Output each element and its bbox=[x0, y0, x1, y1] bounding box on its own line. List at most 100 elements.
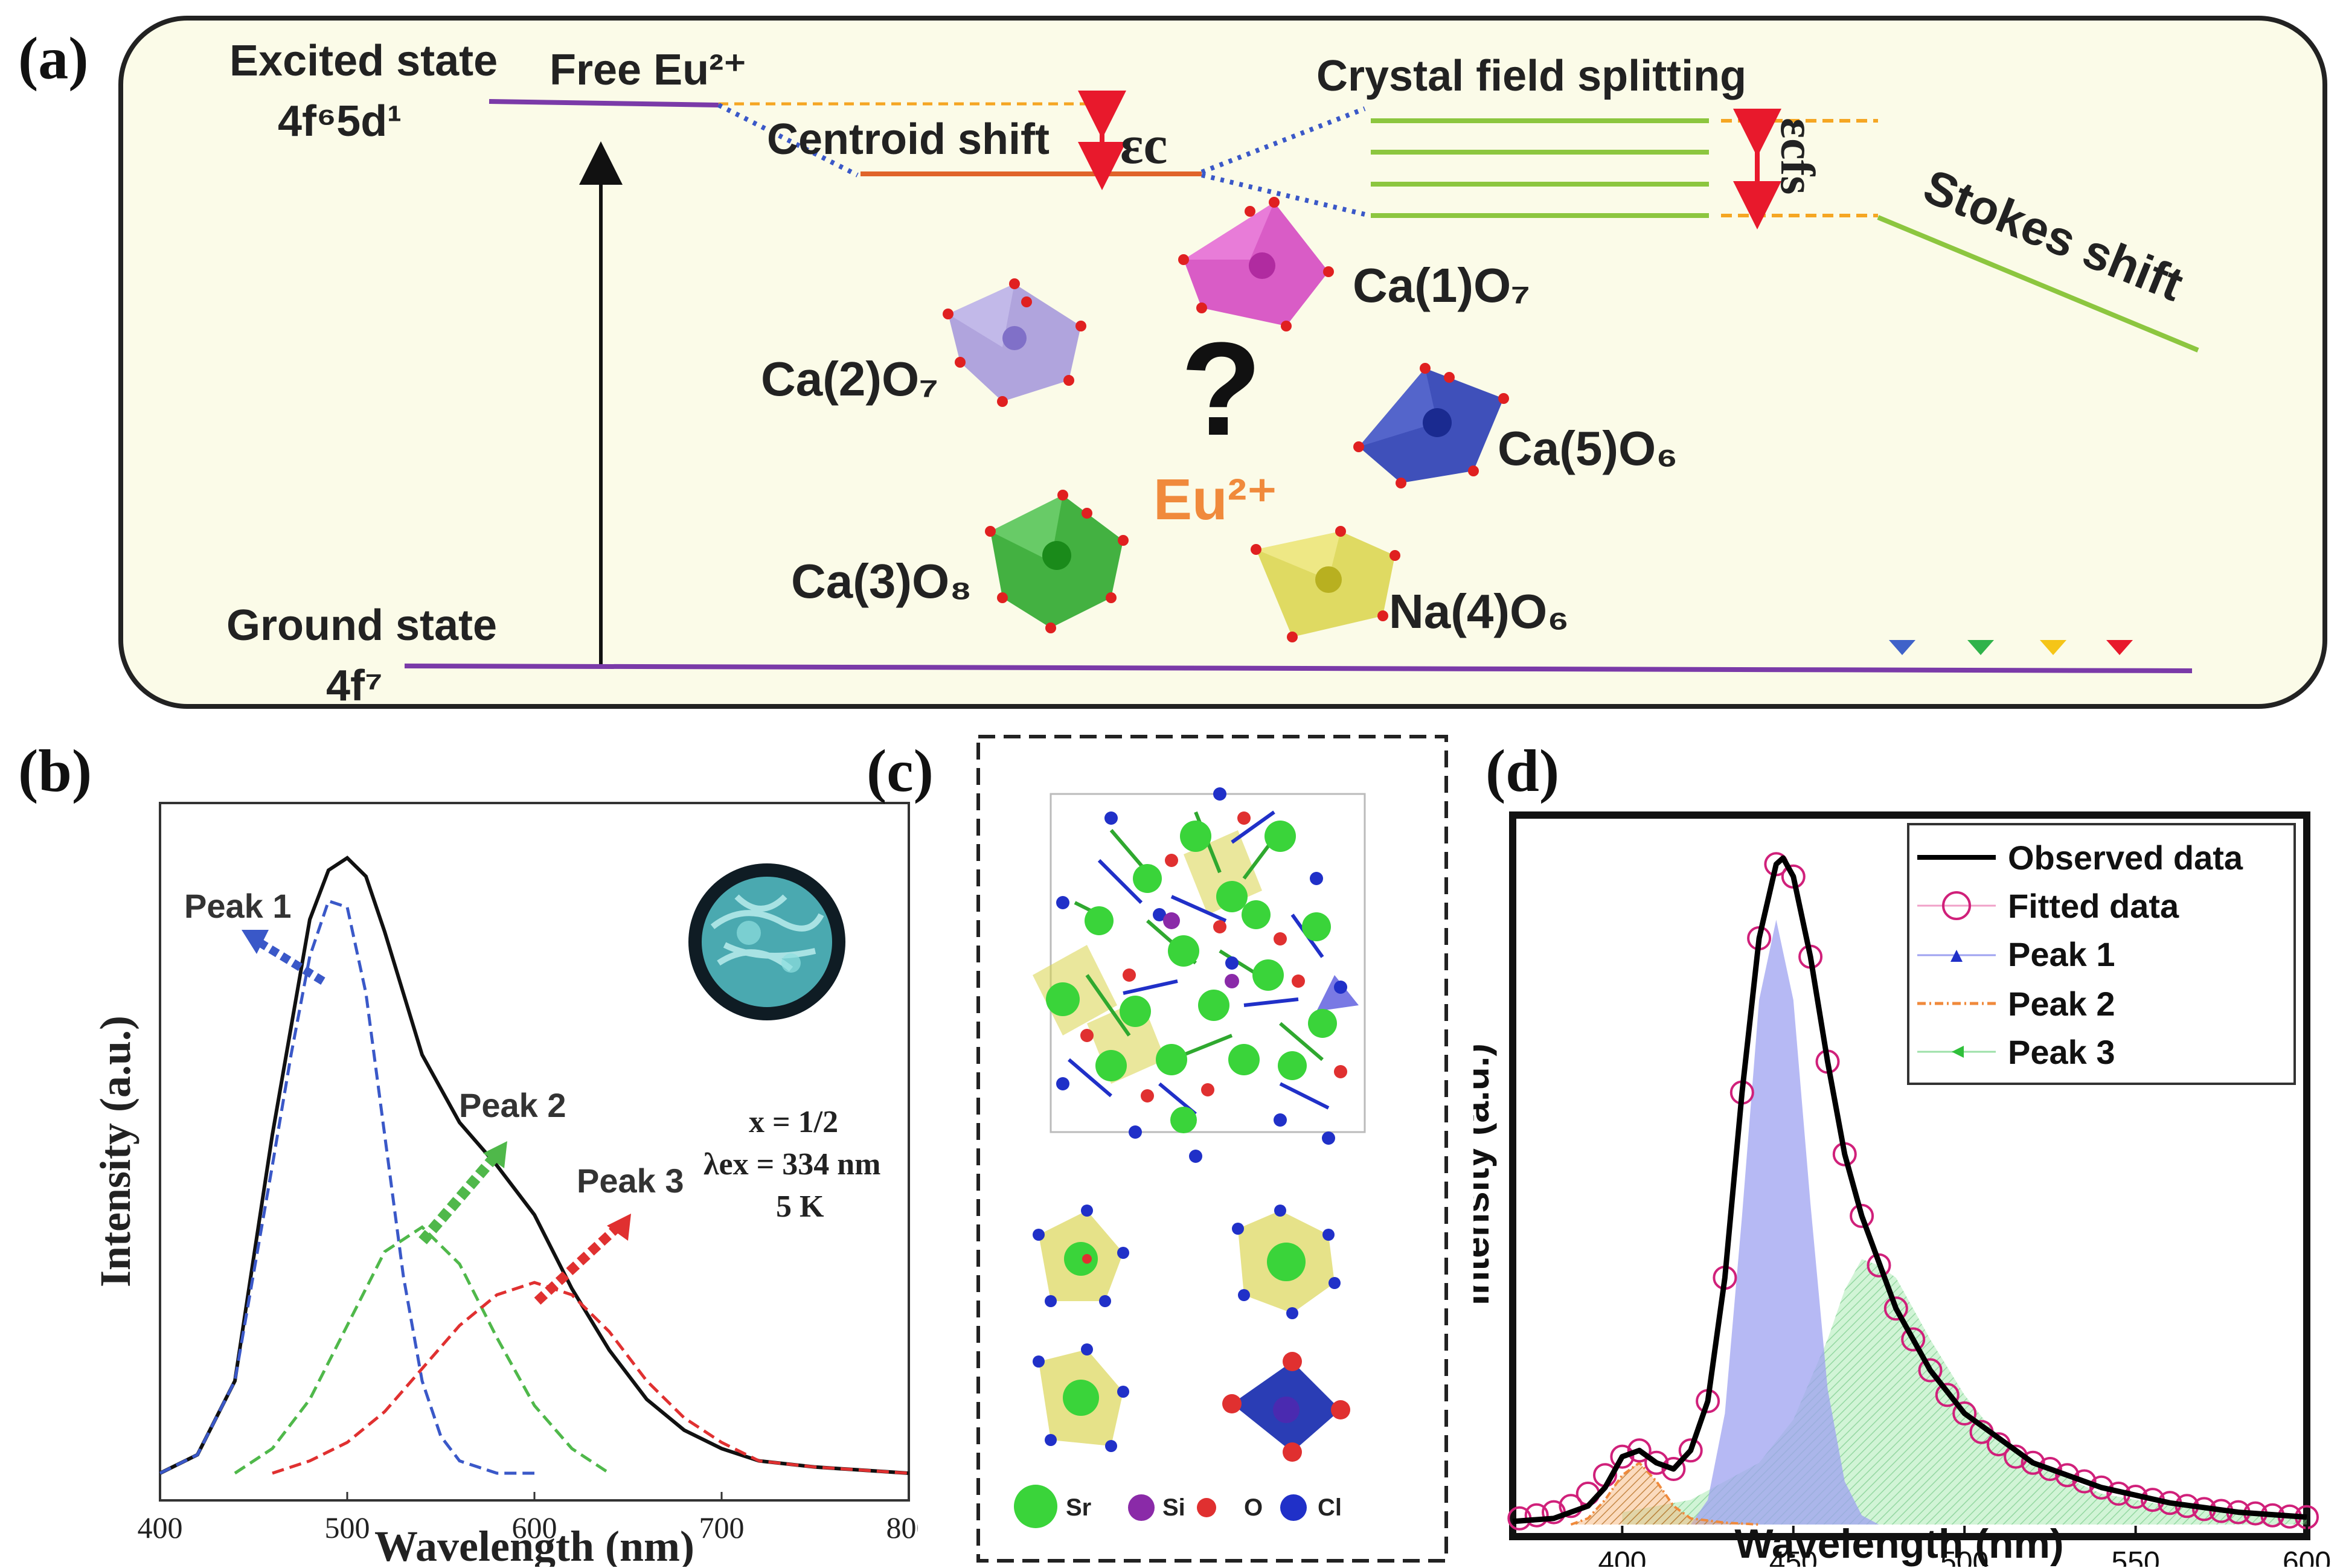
epsilon-c-label: εc bbox=[1120, 115, 1167, 175]
peak1-arrowhead bbox=[242, 930, 269, 954]
legend-fitted-swatch bbox=[1942, 891, 1971, 920]
d-fitted-point bbox=[1952, 1401, 1977, 1426]
legend-peak1-swatch bbox=[1950, 950, 1963, 962]
d-series-peak-2-line bbox=[1570, 1461, 1760, 1526]
d-series-observed bbox=[1512, 855, 2307, 1525]
d-fitted-point bbox=[1661, 1457, 1686, 1481]
legend-sr-label: Sr bbox=[1066, 1494, 1091, 1521]
b-series-peak-2 bbox=[234, 1225, 611, 1475]
d-fitted-point bbox=[1901, 1327, 1926, 1352]
na4-polyhedron-icon bbox=[1251, 526, 1400, 642]
panel-c-label: (c) bbox=[867, 737, 934, 804]
ca5-polyhedron-icon bbox=[1353, 363, 1509, 488]
panel-a-diagram: (a) Excited state 4f⁶5d¹ Free Eu²⁺ Centr… bbox=[18, 16, 2327, 710]
eu-label: Eu²⁺ bbox=[1153, 467, 1277, 532]
legend-sr-icon bbox=[1014, 1485, 1057, 1528]
legend-cl-icon bbox=[1280, 1494, 1307, 1521]
d-fitted-point bbox=[1610, 1444, 1635, 1469]
d-fitted-point bbox=[1935, 1383, 1960, 1407]
legend-peak3-swatch bbox=[1952, 1046, 1964, 1058]
ground-level-line bbox=[404, 664, 2193, 673]
site-label-ca2: Ca(2)O₇ bbox=[761, 352, 938, 406]
split-dotted-top bbox=[1200, 106, 1366, 174]
peak2-arrow bbox=[418, 1153, 499, 1244]
legend-observed-label: Observed data bbox=[2008, 839, 2243, 877]
site-label-ca3: Ca(3)O₈ bbox=[791, 554, 972, 608]
emission-arrowhead-blue bbox=[1889, 640, 1915, 655]
excited-config-label: 4f⁶5d¹ bbox=[278, 97, 402, 146]
panel-d-xlabel: Wavelength (nm) bbox=[1734, 1521, 2063, 1567]
panel-b-label: (b) bbox=[18, 737, 92, 804]
panel-b-chart: (b) 400 500 600 700 800 Wavelength (nm) Inte… bbox=[18, 737, 918, 1567]
d-fitted-point bbox=[1883, 1296, 1908, 1321]
legend-si-icon bbox=[1128, 1494, 1155, 1521]
b-series-peak-1 bbox=[159, 899, 534, 1475]
question-mark: ? bbox=[1181, 315, 1261, 463]
panel-d-chart: (d) 400 450 500 550 600 Wavelength (nm) Inte… bbox=[1473, 737, 2331, 1567]
panel-b-ylabel: Intensity (a.u.) bbox=[91, 1016, 139, 1287]
d-xtick-label: 550 bbox=[2112, 1546, 2160, 1567]
emission-arrowhead-yellow bbox=[2040, 640, 2066, 655]
d-fitted-point bbox=[1867, 1253, 1891, 1278]
d-xtick-label: 600 bbox=[2283, 1546, 2331, 1567]
d-fitted-point bbox=[1918, 1358, 1943, 1383]
sample-photo bbox=[688, 863, 845, 1020]
condition-lambda: λex = 334 nm bbox=[704, 1147, 881, 1182]
peak3-arrowhead bbox=[607, 1214, 631, 1241]
legend-peak2-label: Peak 2 bbox=[2008, 985, 2115, 1023]
legend-o-label: O bbox=[1244, 1494, 1263, 1521]
site-label-na4: Na(4)O₆ bbox=[1389, 584, 1569, 638]
condition-x: x = 1/2 bbox=[749, 1105, 838, 1139]
d-fitted-point bbox=[1644, 1450, 1669, 1475]
d-fitted-point bbox=[2055, 1463, 2080, 1488]
d-fill-peak-1 bbox=[1690, 920, 1879, 1525]
legend-o-icon bbox=[1197, 1498, 1216, 1517]
ca1-polyhedron-icon bbox=[1178, 197, 1334, 331]
panel-d-ylabel: Intensity (a.u.) bbox=[1473, 1043, 1497, 1305]
centroid-shift-label: Centroid shift bbox=[767, 115, 1050, 164]
legend-peak3-label: Peak 3 bbox=[2008, 1033, 2115, 1071]
condition-temp: 5 K bbox=[776, 1189, 824, 1224]
sr-coordination-3-icon bbox=[1033, 1343, 1129, 1452]
excited-level-line bbox=[489, 99, 719, 107]
epsilon-cfs-label: εcfs bbox=[1771, 118, 1824, 194]
ca2-polyhedron-icon bbox=[943, 278, 1086, 407]
panel-d-legend: Observed data Fitted data Peak 1 Peak 2 … bbox=[1907, 823, 2296, 1085]
ca3-polyhedron-icon bbox=[985, 490, 1129, 633]
element-legend: Sr Si O Cl bbox=[1014, 1485, 1342, 1528]
b-xtick-label: 500 bbox=[325, 1511, 370, 1544]
peak3-annotation: Peak 3 bbox=[577, 1162, 684, 1200]
emission-arrowhead-green bbox=[1967, 640, 1994, 655]
stokes-shift-line bbox=[1877, 215, 2199, 353]
b-xtick-label: 400 bbox=[138, 1511, 183, 1544]
ground-config-label: 4f⁷ bbox=[326, 662, 383, 710]
d-fitted-point bbox=[1678, 1438, 1703, 1463]
peak1-annotation: Peak 1 bbox=[184, 887, 292, 925]
panel-c-structure: (c) bbox=[867, 735, 1448, 1563]
legend-fitted-label: Fitted data bbox=[2008, 887, 2179, 925]
site-label-ca1: Ca(1)O₇ bbox=[1353, 258, 1530, 312]
sr-coordination-2-icon bbox=[1232, 1205, 1341, 1319]
d-fitted-point bbox=[2021, 1450, 2045, 1475]
d-fitted-point bbox=[1524, 1503, 1549, 1528]
b-xtick-label: 700 bbox=[699, 1511, 745, 1544]
b-xtick-label: 600 bbox=[512, 1511, 557, 1544]
panel-b-xlabel: Wavelength (nm) bbox=[374, 1522, 694, 1567]
peak2-annotation: Peak 2 bbox=[459, 1086, 566, 1124]
legend-peak1-label: Peak 1 bbox=[2008, 935, 2115, 973]
b-xtick-label: 800 bbox=[886, 1511, 918, 1544]
emission-arrowhead-red bbox=[2106, 640, 2133, 655]
b-series-total bbox=[159, 856, 909, 1475]
peak3-arrow bbox=[534, 1225, 620, 1305]
free-eu-label: Free Eu²⁺ bbox=[550, 46, 746, 94]
panel-d-label: (d) bbox=[1486, 737, 1559, 804]
crystal-field-label: Crystal field splitting bbox=[1316, 52, 1746, 100]
si-tetrahedron-icon bbox=[1222, 1352, 1350, 1462]
panel-a-label: (a) bbox=[18, 25, 89, 92]
site-label-ca5: Ca(5)O₆ bbox=[1498, 421, 1678, 475]
peak1-arrow bbox=[251, 935, 325, 985]
d-fitted-point bbox=[2072, 1469, 2097, 1494]
excited-state-label: Excited state bbox=[229, 37, 498, 85]
d-xtick-label: 450 bbox=[1769, 1546, 1818, 1567]
d-fitted-point bbox=[1850, 1203, 1874, 1228]
